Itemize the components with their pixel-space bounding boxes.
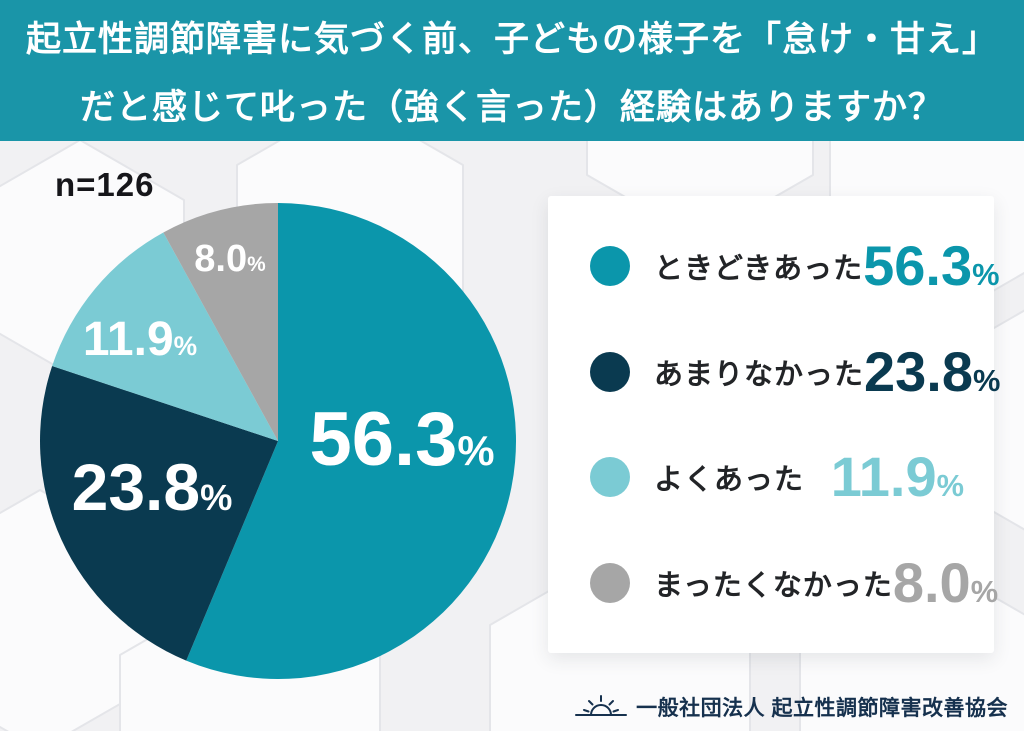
legend-row-rarely: あまりなかった 23.8% <box>590 328 1000 416</box>
percent-sign: % <box>247 253 266 276</box>
percent-sign: % <box>936 468 964 504</box>
legend-row-sometimes: ときどきあった 56.3% <box>590 222 1000 310</box>
slice-value: 11.9 <box>82 313 174 366</box>
legend-label: まったくなかった <box>654 569 893 602</box>
pie-slice-label-rarely: 23.8% <box>72 454 233 520</box>
slice-value: 8.0 <box>194 238 248 280</box>
pie-slice-3 <box>163 203 278 441</box>
percent-sign: % <box>970 573 999 609</box>
percent-sign: % <box>200 477 233 518</box>
pie-slice-label-often: 11.9% <box>83 316 197 364</box>
legend-card: ときどきあった 56.3% あまりなかった 23.8% よくあった 11.9% … <box>548 196 1000 653</box>
pie-slice-label-sometimes: 56.3% <box>309 402 494 478</box>
pie-chart-area: 56.3% 23.8% 11.9% 8.0% <box>40 203 516 679</box>
sunrise-icon <box>575 695 628 716</box>
title-bar: 起立性調節障害に気づく前、子どもの様子を「怠け・甘え」 だと感じて叱った（強く言… <box>0 0 1024 141</box>
footer-organization: 一般社団法人 起立性調節障害改善協会 <box>575 692 1008 722</box>
pie-slice-label-never: 8.0% <box>194 240 265 278</box>
percent-sign: % <box>973 362 1001 398</box>
legend-row-often: よくあった 11.9% <box>590 433 964 521</box>
legend-dot-often <box>590 457 630 498</box>
legend-label: ときどきあった <box>654 253 864 285</box>
legend-value: 8.0% <box>892 550 999 614</box>
legend-dot-sometimes <box>590 246 630 286</box>
slice-value: 56.3 <box>309 397 458 482</box>
legend-label: よくあった <box>654 464 805 497</box>
organization-name: 一般社団法人 起立性調節障害改善協会 <box>636 697 1008 720</box>
legend-value: 11.9% <box>830 445 964 509</box>
slice-value: 23.8 <box>71 450 201 524</box>
sample-size-label: n=126 <box>55 166 155 203</box>
pie-slice-0 <box>186 203 516 679</box>
legend-value: 23.8% <box>864 339 1001 403</box>
percent-sign: % <box>173 331 198 361</box>
legend-row-never: まったくなかった 8.0% <box>590 539 998 627</box>
pie-slice-2 <box>52 232 279 441</box>
pie-chart <box>40 203 516 679</box>
legend-dot-rarely <box>590 351 630 392</box>
percent-sign: % <box>972 257 1000 292</box>
page-title-line-1: 起立性調節障害に気づく前、子どもの様子を「怠け・甘え」 <box>25 20 998 59</box>
legend-value: 56.3% <box>863 234 1000 297</box>
legend-label: あまりなかった <box>654 358 865 391</box>
percent-sign: % <box>457 427 495 474</box>
page-title-line-2: だと感じて叱った（強く言った）経験はありますか？ <box>79 88 944 127</box>
legend-dot-never <box>590 562 630 603</box>
pie-slice-1 <box>40 366 278 661</box>
